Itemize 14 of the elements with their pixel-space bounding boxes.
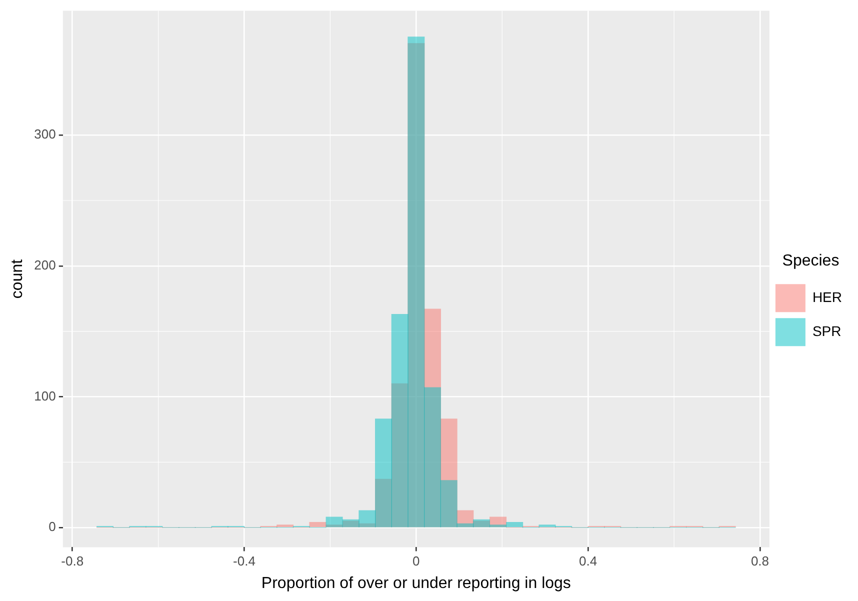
x-tick-label: 0.8 (750, 554, 770, 569)
legend-label: HER (812, 288, 842, 305)
x-axis-title: Proportion of over or under reporting in logs (261, 574, 571, 592)
x-tick-label: 0.4 (579, 554, 598, 569)
legend-title: Species (782, 252, 840, 270)
x-tick-label: -0.8 (61, 554, 84, 569)
y-tick-label: 0 (48, 519, 56, 534)
legend-label: SPR (812, 322, 842, 339)
y-tick-label: 200 (34, 257, 56, 272)
y-tick-label: 300 (34, 126, 56, 142)
x-tick-label: -0.4 (233, 554, 256, 569)
x-tick-label: 0 (412, 554, 420, 569)
y-axis-title: count (9, 258, 26, 299)
y-tick-label: 100 (34, 388, 56, 404)
